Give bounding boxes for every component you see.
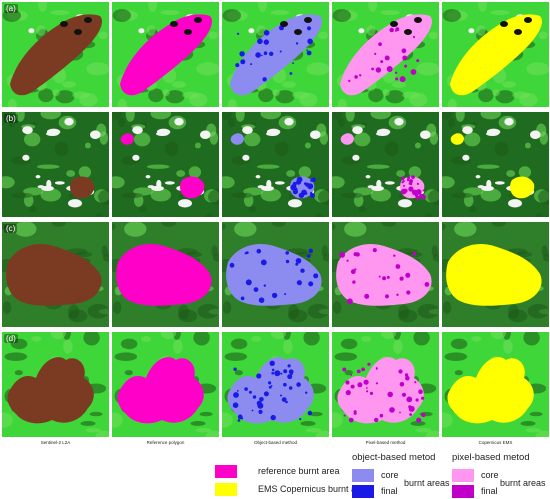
burnt-area (117, 357, 204, 424)
map-tile: (a) (2, 2, 109, 107)
map-tile (332, 222, 439, 327)
row-label: (c) (4, 224, 18, 233)
column-caption: Sentinel-2 L2A (40, 440, 71, 445)
legend-label-reference: reference burnt area (258, 466, 340, 476)
legend-label-object-core: core (381, 470, 399, 480)
map-tile (222, 332, 329, 437)
legend-swatch-pixel-final (452, 485, 474, 498)
column-caption: Object-based method (253, 440, 298, 445)
satellite-image (332, 112, 439, 217)
legend-swatch-object-final (352, 485, 374, 498)
satellite-image (442, 222, 549, 327)
burnt-area (116, 243, 212, 306)
satellite-image (222, 112, 329, 217)
map-tile (442, 112, 549, 217)
legend-title-object: object-based metod (352, 452, 436, 463)
burnt-area (447, 357, 534, 424)
satellite-image (2, 332, 109, 437)
satellite-image (442, 112, 549, 217)
map-tile (442, 332, 549, 437)
legend-title-pixel: pixel-based metod (452, 452, 530, 463)
burnt-area (446, 243, 542, 306)
satellite-image (2, 112, 109, 217)
burnt-area (70, 176, 95, 199)
legend-label-pixel-final: final (481, 486, 498, 496)
legend-label-pixel-burnt: burnt areas (500, 478, 546, 488)
row-label: (b) (4, 114, 18, 123)
legend-label-pixel-core: core (481, 470, 499, 480)
map-tile (112, 222, 219, 327)
satellite-image (112, 332, 219, 437)
burnt-area (510, 176, 535, 199)
burnt-area (336, 243, 432, 306)
satellite-image (222, 2, 329, 107)
satellite-image (442, 332, 549, 437)
legend-label-ems: EMS Copernicus burnt area (258, 484, 370, 494)
map-tile: (d) (2, 332, 109, 437)
burnt-area (337, 357, 424, 424)
map-tile (332, 2, 439, 107)
column-caption: Reference polygon (146, 440, 185, 445)
satellite-image (112, 112, 219, 217)
legend-swatch-object-core (352, 469, 374, 482)
map-tile: (b) (2, 112, 109, 217)
map-tile (112, 112, 219, 217)
map-tile (442, 222, 549, 327)
burnt-area (6, 243, 102, 306)
column-caption: Pixel-based method (365, 440, 406, 445)
legend-label-object-final: final (381, 486, 398, 496)
map-tile (222, 112, 329, 217)
burnt-area (7, 357, 94, 424)
map-tile (332, 332, 439, 437)
legend-swatch-reference (215, 465, 237, 478)
row-label: (d) (4, 334, 18, 343)
burnt-area (180, 176, 205, 199)
legend: reference burnt area EMS Copernicus burn… (0, 452, 550, 499)
satellite-image (222, 222, 329, 327)
legend-label-object-burnt: burnt areas (404, 478, 450, 488)
map-tile (332, 112, 439, 217)
legend-swatch-pixel-core (452, 469, 474, 482)
map-tile (222, 2, 329, 107)
map-tile (112, 332, 219, 437)
satellite-image (112, 222, 219, 327)
row-label: (a) (4, 4, 18, 13)
map-tile (222, 222, 329, 327)
column-caption: Copernicus EMS (478, 440, 513, 445)
satellite-image (2, 2, 109, 107)
satellite-image (332, 332, 439, 437)
satellite-image (442, 2, 549, 107)
satellite-image (332, 2, 439, 107)
satellite-image (222, 332, 329, 437)
satellite-image (112, 2, 219, 107)
map-tile: (c) (2, 222, 109, 327)
map-tile (442, 2, 549, 107)
legend-swatch-ems (215, 483, 237, 496)
satellite-image (2, 222, 109, 327)
map-tile (112, 2, 219, 107)
image-grid: (a) (b) (c) (d) Sentinel-2 L2A Reference poly… (2, 2, 549, 445)
satellite-image (332, 222, 439, 327)
